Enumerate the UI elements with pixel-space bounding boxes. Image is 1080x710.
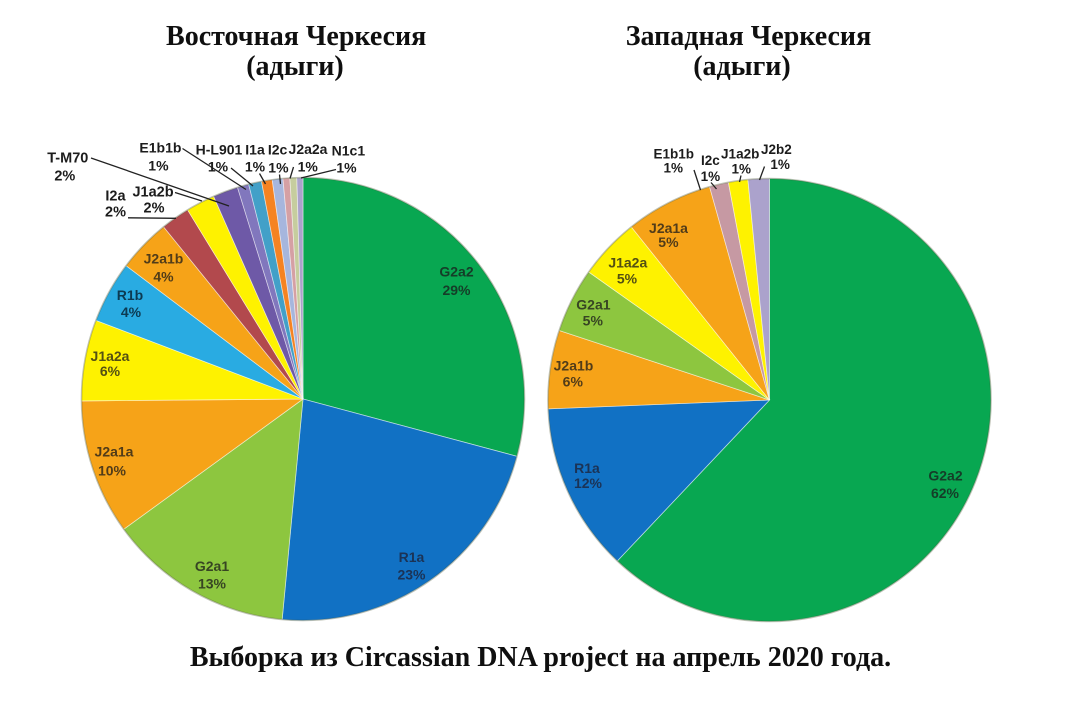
svg-text:G2a1: G2a1 bbox=[195, 558, 229, 574]
svg-text:1%: 1% bbox=[148, 157, 169, 173]
svg-text:4%: 4% bbox=[153, 269, 174, 285]
svg-text:1%: 1% bbox=[245, 158, 266, 174]
svg-text:Выборка из Circassian DNA proj: Выборка из Circassian DNA project на апр… bbox=[190, 642, 891, 673]
svg-text:I2c: I2c bbox=[268, 142, 288, 158]
svg-text:R1a: R1a bbox=[399, 549, 425, 565]
svg-text:1%: 1% bbox=[268, 160, 289, 176]
svg-text:H-L901: H-L901 bbox=[196, 142, 243, 158]
svg-text:E1b1b: E1b1b bbox=[139, 140, 181, 156]
svg-text:J1a2a: J1a2a bbox=[91, 348, 130, 364]
svg-text:5%: 5% bbox=[583, 313, 604, 329]
svg-text:10%: 10% bbox=[98, 462, 127, 478]
svg-text:1%: 1% bbox=[732, 161, 752, 176]
svg-text:1%: 1% bbox=[663, 160, 683, 175]
svg-text:R1b: R1b bbox=[117, 287, 143, 303]
svg-text:I2c: I2c bbox=[701, 153, 720, 168]
svg-text:G2a2: G2a2 bbox=[439, 264, 473, 280]
svg-text:R1a: R1a bbox=[574, 460, 600, 476]
svg-text:29%: 29% bbox=[442, 282, 471, 298]
svg-text:J2a1a: J2a1a bbox=[649, 220, 688, 236]
svg-text:2%: 2% bbox=[105, 205, 126, 221]
svg-text:(адыги): (адыги) bbox=[246, 51, 344, 82]
svg-text:12%: 12% bbox=[574, 475, 603, 491]
svg-text:T-M70: T-M70 bbox=[47, 151, 88, 167]
svg-text:6%: 6% bbox=[563, 374, 584, 390]
svg-text:62%: 62% bbox=[931, 485, 960, 501]
svg-text:J1a2b: J1a2b bbox=[721, 146, 759, 161]
svg-text:E1b1b: E1b1b bbox=[653, 146, 694, 161]
svg-text:J1a2b: J1a2b bbox=[132, 184, 173, 200]
svg-text:I2a: I2a bbox=[105, 189, 126, 205]
svg-text:J1a2a: J1a2a bbox=[608, 255, 647, 271]
svg-text:2%: 2% bbox=[54, 168, 75, 184]
svg-text:2%: 2% bbox=[144, 201, 165, 217]
svg-text:Восточная Черкесия: Восточная Черкесия bbox=[166, 21, 426, 52]
svg-text:G2a1: G2a1 bbox=[576, 296, 610, 312]
svg-text:6%: 6% bbox=[100, 363, 121, 379]
svg-text:1%: 1% bbox=[336, 160, 357, 176]
svg-text:5%: 5% bbox=[658, 234, 679, 250]
svg-text:J2a1a: J2a1a bbox=[95, 444, 134, 460]
svg-text:1%: 1% bbox=[770, 157, 790, 172]
svg-text:(адыги): (адыги) bbox=[693, 51, 791, 82]
svg-text:13%: 13% bbox=[198, 576, 227, 592]
svg-text:J2b2: J2b2 bbox=[761, 142, 792, 157]
svg-text:I1a: I1a bbox=[245, 142, 265, 158]
svg-text:5%: 5% bbox=[617, 271, 638, 287]
svg-text:J2a1b: J2a1b bbox=[144, 251, 184, 267]
svg-text:4%: 4% bbox=[121, 304, 142, 320]
svg-text:J2a1b: J2a1b bbox=[554, 357, 594, 373]
svg-text:1%: 1% bbox=[208, 158, 229, 174]
svg-text:J2a2a: J2a2a bbox=[289, 141, 328, 157]
svg-text:1%: 1% bbox=[701, 169, 721, 184]
svg-text:G2a2: G2a2 bbox=[928, 467, 962, 483]
svg-text:1%: 1% bbox=[298, 158, 319, 174]
svg-text:N1c1: N1c1 bbox=[332, 142, 366, 158]
svg-text:Западная Черкесия: Западная Черкесия bbox=[626, 21, 871, 52]
svg-text:23%: 23% bbox=[397, 567, 426, 583]
